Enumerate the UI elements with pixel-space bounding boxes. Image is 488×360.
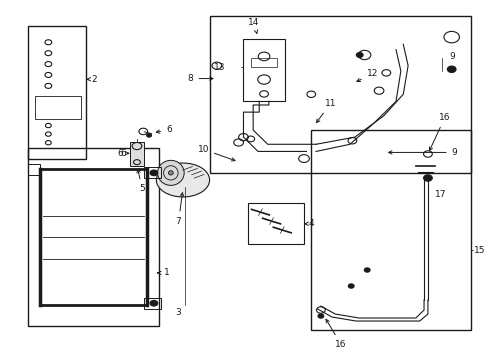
Text: 5: 5	[137, 170, 145, 193]
Text: 17: 17	[434, 189, 446, 198]
Ellipse shape	[168, 171, 173, 175]
Text: 8: 8	[187, 74, 213, 83]
Text: 4: 4	[305, 219, 314, 228]
Ellipse shape	[156, 163, 209, 197]
Text: 12: 12	[356, 69, 377, 81]
Text: 13: 13	[214, 63, 225, 72]
Bar	[248, 203, 304, 244]
Ellipse shape	[157, 160, 184, 185]
Bar	[28, 148, 159, 327]
Text: 15: 15	[472, 246, 484, 255]
Circle shape	[317, 314, 323, 318]
Text: 3: 3	[175, 308, 181, 317]
Bar	[144, 167, 161, 178]
Circle shape	[356, 53, 363, 58]
Bar	[28, 164, 40, 175]
Bar	[250, 58, 277, 67]
Text: 7: 7	[175, 193, 183, 226]
Circle shape	[146, 134, 151, 137]
Circle shape	[447, 66, 455, 72]
Text: 11: 11	[316, 99, 335, 123]
Circle shape	[150, 170, 158, 176]
Circle shape	[423, 175, 431, 181]
Text: 2: 2	[87, 75, 97, 84]
Text: 16: 16	[325, 319, 346, 349]
Bar	[243, 39, 284, 102]
Bar	[209, 16, 470, 173]
Bar	[311, 130, 470, 330]
Bar	[28, 26, 86, 158]
Text: 6: 6	[117, 149, 123, 158]
Circle shape	[364, 268, 369, 272]
Bar	[129, 143, 144, 166]
Text: 10: 10	[197, 145, 235, 161]
Text: 6: 6	[120, 149, 129, 158]
Bar	[144, 298, 161, 309]
Text: 1: 1	[157, 268, 169, 277]
Text: 6: 6	[156, 126, 171, 135]
Text: 14: 14	[248, 18, 259, 33]
Text: 9: 9	[448, 52, 454, 61]
Text: 9: 9	[388, 148, 456, 157]
Circle shape	[150, 300, 158, 306]
Circle shape	[347, 284, 353, 288]
Text: 16: 16	[428, 113, 449, 150]
Bar	[35, 96, 81, 119]
